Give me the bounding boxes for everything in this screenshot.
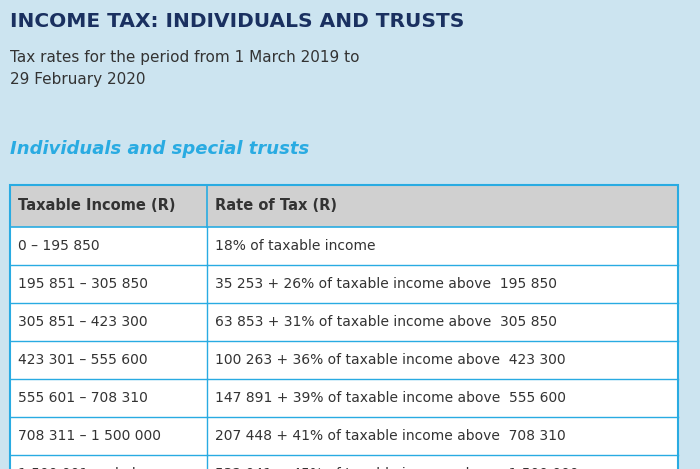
Text: 555 601 – 708 310: 555 601 – 708 310 bbox=[18, 391, 148, 405]
Text: 195 851 – 305 850: 195 851 – 305 850 bbox=[18, 277, 148, 291]
Text: 305 851 – 423 300: 305 851 – 423 300 bbox=[18, 315, 148, 329]
Text: 63 853 + 31% of taxable income above  305 850: 63 853 + 31% of taxable income above 305… bbox=[215, 315, 557, 329]
Text: 0 – 195 850: 0 – 195 850 bbox=[18, 239, 99, 253]
Text: 1 500 001 and above: 1 500 001 and above bbox=[18, 467, 166, 469]
Text: 100 263 + 36% of taxable income above  423 300: 100 263 + 36% of taxable income above 42… bbox=[215, 353, 566, 367]
Text: INCOME TAX: INDIVIDUALS AND TRUSTS: INCOME TAX: INDIVIDUALS AND TRUSTS bbox=[10, 12, 464, 31]
Text: Taxable Income (R): Taxable Income (R) bbox=[18, 198, 176, 213]
Text: Tax rates for the period from 1 March 2019 to: Tax rates for the period from 1 March 20… bbox=[10, 50, 360, 65]
Text: 147 891 + 39% of taxable income above  555 600: 147 891 + 39% of taxable income above 55… bbox=[215, 391, 566, 405]
Text: Rate of Tax (R): Rate of Tax (R) bbox=[215, 198, 337, 213]
Text: 207 448 + 41% of taxable income above  708 310: 207 448 + 41% of taxable income above 70… bbox=[215, 429, 566, 443]
Text: 18% of taxable income: 18% of taxable income bbox=[215, 239, 376, 253]
Text: Individuals and special trusts: Individuals and special trusts bbox=[10, 140, 309, 158]
Text: 708 311 – 1 500 000: 708 311 – 1 500 000 bbox=[18, 429, 161, 443]
Text: 29 February 2020: 29 February 2020 bbox=[10, 72, 146, 87]
Text: 423 301 – 555 600: 423 301 – 555 600 bbox=[18, 353, 148, 367]
Text: 35 253 + 26% of taxable income above  195 850: 35 253 + 26% of taxable income above 195… bbox=[215, 277, 557, 291]
Text: 532 041 + 45% of taxable income above  1 500 000: 532 041 + 45% of taxable income above 1 … bbox=[215, 467, 579, 469]
